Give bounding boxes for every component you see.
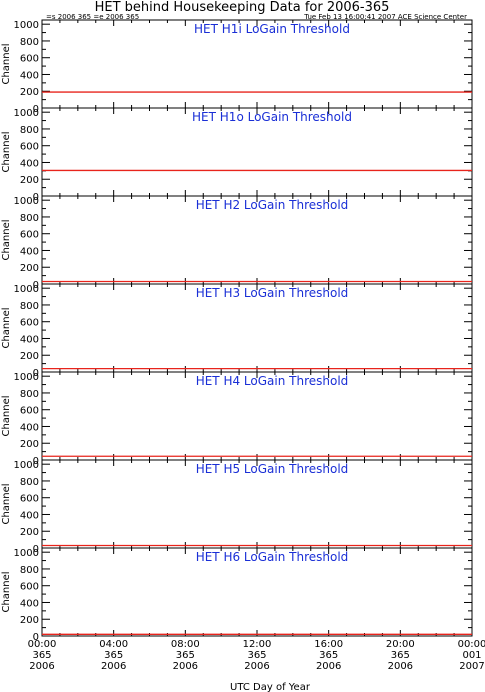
x-tick-doy: 365 — [32, 650, 51, 661]
x-tick-time: 00:00 — [458, 639, 485, 650]
panels: 0 200 400 600 800 1000 Channel HET H1i LoGain T… — [1, 19, 473, 643]
panel-title: HET H1i LoGain Threshold — [194, 22, 350, 36]
panel-4: 0 200 400 600 800 1000 Channel HET H3 LoGain Th… — [1, 283, 473, 379]
y-tick-label: 1000 — [14, 20, 39, 31]
y-tick-label: 1000 — [14, 108, 39, 119]
date-range-info: =s 2006 365 =e 2006 365 — [46, 13, 139, 21]
panel-5: 0 200 400 600 800 1000 Channel HET H4 LoGain Th… — [1, 371, 473, 467]
y-tick-label: 200 — [20, 615, 39, 626]
y-tick-label: 800 — [20, 125, 39, 136]
y-tick-label: 0 — [33, 104, 39, 115]
panel-title: HET H6 LoGain Threshold — [196, 550, 349, 564]
y-tick-label: 200 — [20, 351, 39, 362]
y-tick-label: 400 — [20, 70, 39, 81]
y-tick-label: 0 — [33, 368, 39, 379]
x-tick-time: 12:00 — [243, 639, 272, 650]
y-tick-label: 1000 — [14, 548, 39, 559]
y-tick-label: 0 — [33, 632, 39, 643]
y-tick-label: 400 — [20, 598, 39, 609]
x-tick-year: 2006 — [388, 661, 413, 672]
x-tick-year: 2006 — [173, 661, 198, 672]
x-tick-year: 2007 — [459, 661, 484, 672]
x-tick-time: 08:00 — [171, 639, 200, 650]
x-tick-year: 2006 — [101, 661, 126, 672]
y-tick-label: 400 — [20, 510, 39, 521]
y-tick-label: 600 — [20, 230, 39, 241]
x-tick-doy: 365 — [176, 650, 195, 661]
x-tick-year: 2006 — [244, 661, 269, 672]
panel-title: HET H5 LoGain Threshold — [196, 462, 349, 476]
y-tick-label: 600 — [20, 54, 39, 65]
panel-title: HET H1o LoGain Threshold — [192, 110, 352, 124]
y-tick-label: 1000 — [14, 196, 39, 207]
chart-title: HET behind Housekeeping Data for 2006-36… — [95, 0, 390, 15]
y-tick-label: 800 — [20, 565, 39, 576]
y-tick-label: 0 — [33, 280, 39, 291]
y-tick-label: 600 — [20, 494, 39, 505]
y-tick-label: 600 — [20, 142, 39, 153]
panel-7: 0 200 400 600 800 1000 Channel HET H6 LoGain Th… — [1, 547, 473, 643]
y-tick-label: 1000 — [14, 460, 39, 471]
x-axis: 00:00365200604:00365200608:00365200612:0… — [28, 639, 485, 672]
panel-title: HET H3 LoGain Threshold — [196, 286, 349, 300]
x-tick-year: 2006 — [316, 661, 341, 672]
y-tick-label: 400 — [20, 422, 39, 433]
x-tick-doy: 365 — [391, 650, 410, 661]
y-tick-label: 600 — [20, 406, 39, 417]
y-tick-label: 200 — [20, 527, 39, 538]
y-tick-label: 400 — [20, 158, 39, 169]
y-tick-label: 0 — [33, 544, 39, 555]
y-axis-label: Channel — [1, 219, 12, 260]
x-tick-time: 20:00 — [386, 639, 415, 650]
y-tick-label: 400 — [20, 334, 39, 345]
y-axis-label: Channel — [1, 395, 12, 436]
x-tick-doy: 365 — [104, 650, 123, 661]
panel-1: 0 200 400 600 800 1000 Channel HET H1i LoGain T… — [1, 19, 473, 115]
generation-info: Tue Feb 13 16:00:41 2007 ACE Science Cen… — [303, 13, 467, 21]
x-axis-label: UTC Day of Year — [230, 682, 311, 692]
y-tick-label: 200 — [20, 175, 39, 186]
panel-title: HET H2 LoGain Threshold — [196, 198, 349, 212]
panel-6: 0 200 400 600 800 1000 Channel HET H5 LoGain Th… — [1, 459, 473, 555]
y-tick-label: 800 — [20, 389, 39, 400]
y-axis-label: Channel — [1, 483, 12, 524]
y-axis-label: Channel — [1, 131, 12, 172]
x-tick-doy: 001 — [462, 650, 481, 661]
panel-2: 0 200 400 600 800 1000 Channel HET H1o LoGain T… — [1, 107, 473, 203]
y-axis-label: Channel — [1, 571, 12, 612]
y-tick-label: 0 — [33, 192, 39, 203]
x-tick-time: 00:00 — [28, 639, 57, 650]
y-tick-label: 400 — [20, 246, 39, 257]
y-tick-label: 200 — [20, 439, 39, 450]
y-tick-label: 600 — [20, 582, 39, 593]
y-tick-label: 800 — [20, 301, 39, 312]
y-tick-label: 200 — [20, 87, 39, 98]
x-tick-year: 2006 — [29, 661, 54, 672]
y-tick-label: 1000 — [14, 284, 39, 295]
panel-3: 0 200 400 600 800 1000 Channel HET H2 LoGain Th… — [1, 195, 473, 291]
y-tick-label: 1000 — [14, 372, 39, 383]
y-tick-label: 0 — [33, 456, 39, 467]
x-tick-time: 16:00 — [314, 639, 343, 650]
y-tick-label: 800 — [20, 37, 39, 48]
y-axis-label: Channel — [1, 43, 12, 84]
x-tick-doy: 365 — [319, 650, 338, 661]
y-tick-label: 800 — [20, 477, 39, 488]
panel-title: HET H4 LoGain Threshold — [196, 374, 349, 388]
y-axis-label: Channel — [1, 307, 12, 348]
y-tick-label: 800 — [20, 213, 39, 224]
x-tick-time: 04:00 — [99, 639, 128, 650]
y-tick-label: 600 — [20, 318, 39, 329]
y-tick-label: 200 — [20, 263, 39, 274]
x-tick-doy: 365 — [247, 650, 266, 661]
